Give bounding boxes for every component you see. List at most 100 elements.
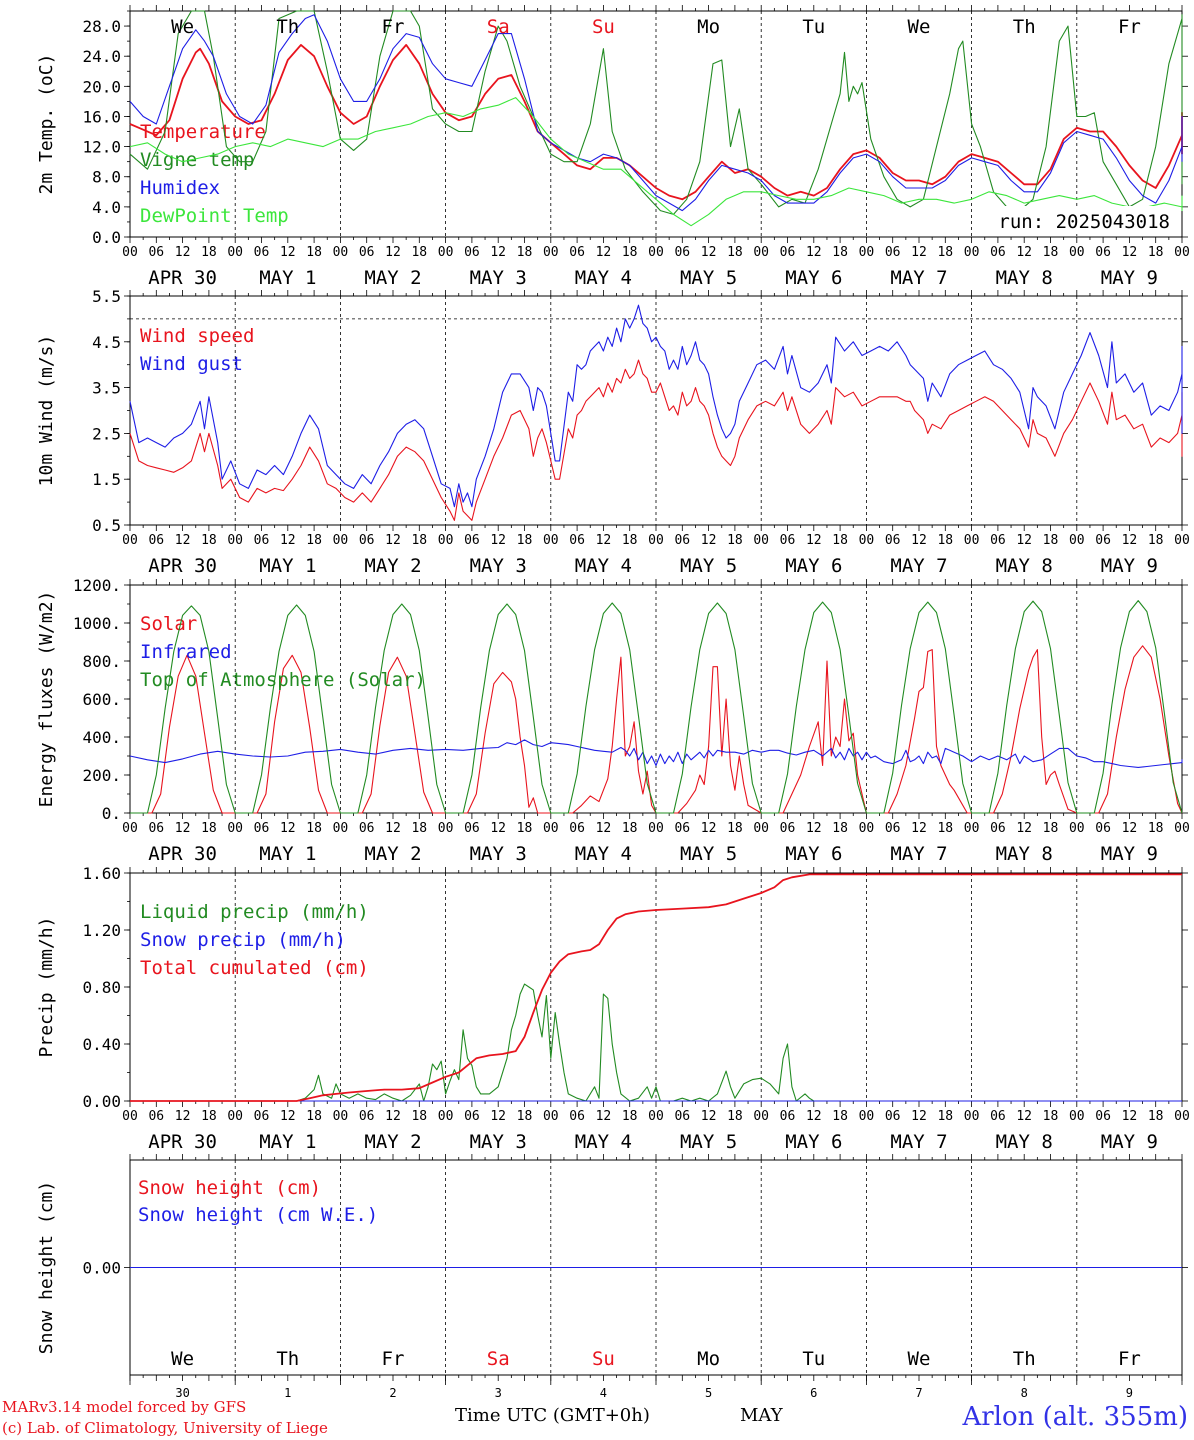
- model-credit: MARv3.14 model forced by GFS: [2, 1398, 247, 1416]
- panel-precip-hour-label: 00: [1069, 1109, 1085, 1124]
- panel-energy-hour-label: 18: [622, 821, 638, 836]
- panel-precip-y-tick-label: 0.00: [82, 1092, 121, 1111]
- bottom-day-number: 2: [389, 1386, 396, 1400]
- panel-energy-hour-label: 18: [1043, 821, 1059, 836]
- panel-precip-hour-label: 12: [911, 1109, 927, 1124]
- top-day-name: Mo: [697, 16, 720, 38]
- panel-energy-legend-entry: Solar: [140, 613, 197, 635]
- panel-precip-y-tick-label: 1.60: [82, 864, 121, 883]
- top-day-name: Fr: [382, 16, 405, 38]
- panel-wind-legend-entry: Wind speed: [140, 325, 254, 347]
- panel-wind-hour-label: 06: [990, 533, 1006, 548]
- panel-energy-date-label: MAY 8: [996, 843, 1053, 865]
- panel-wind-y-tick-label: 0.5: [92, 516, 121, 535]
- panel-precip-hour-label: 18: [1043, 1109, 1059, 1124]
- panel-wind-date-label: MAY 2: [364, 555, 421, 577]
- panel-precip-hour-label: 12: [701, 1109, 717, 1124]
- panel-energy-hour-label: 06: [780, 821, 796, 836]
- panel-precip-legend-entry: Snow precip (mm/h): [140, 929, 346, 951]
- panel-wind-hour-label: 12: [1016, 533, 1032, 548]
- panel-temp-hour-label: 12: [175, 245, 191, 260]
- panel-temp-date-label: MAY 1: [259, 267, 316, 289]
- panel-energy-hour-label: 00: [438, 821, 454, 836]
- panel-precip-hour-label: 00: [543, 1109, 559, 1124]
- panel-precip-date-label: MAY 1: [259, 1131, 316, 1153]
- panel-precip-hour-label: 12: [1016, 1109, 1032, 1124]
- panel-temp-hour-label: 06: [990, 245, 1006, 260]
- bottom-day-name: Sa: [487, 1348, 510, 1370]
- panel-energy-hour-label: 00: [648, 821, 664, 836]
- panel-temp-hour-label: 12: [911, 245, 927, 260]
- panel-wind-y-tick-label: 2.5: [92, 424, 121, 443]
- month-label: MAY: [740, 1405, 783, 1426]
- panel-energy-series-solar: [130, 645, 1183, 814]
- panel-energy-hour-label: 18: [411, 821, 427, 836]
- panel-temp-hour-label: 06: [359, 245, 375, 260]
- panel-temp-hour-label: 18: [937, 245, 953, 260]
- panel-wind-hour-label: 18: [411, 533, 427, 548]
- panel-energy-hour-label: 06: [990, 821, 1006, 836]
- panel-wind-hour-label: 18: [1148, 533, 1164, 548]
- panel-energy-hour-label: 00: [1069, 821, 1085, 836]
- panel-wind-hour-label: 06: [674, 533, 690, 548]
- panel-wind-hour-label: 00: [543, 533, 559, 548]
- panel-wind-hour-label: 18: [832, 533, 848, 548]
- panel-precip-legend-entry: Liquid precip (mm/h): [140, 901, 369, 923]
- bottom-day-number: 5: [705, 1386, 712, 1400]
- bottom-day-name: Th: [276, 1348, 299, 1370]
- bottom-day-number: 6: [810, 1386, 817, 1400]
- panel-temp-y-tick-label: 12.0: [82, 138, 121, 157]
- panel-wind-hour-label: 18: [622, 533, 638, 548]
- panel-wind-hour-label: 00: [859, 533, 875, 548]
- panel-energy-hour-label: 06: [148, 821, 164, 836]
- panel-wind-date-label: MAY 4: [575, 555, 632, 577]
- panel-precip-hour-label: 12: [1122, 1109, 1138, 1124]
- panel-energy-hour-label: 12: [1122, 821, 1138, 836]
- panel-temp-hour-label: 00: [543, 245, 559, 260]
- panel-wind-hour-label: 12: [490, 533, 506, 548]
- panel-energy-date-label: MAY 6: [785, 843, 842, 865]
- panel-temp-hour-label: 18: [1043, 245, 1059, 260]
- panel-temp-hour-label: 06: [464, 245, 480, 260]
- panel-energy-hour-label: 18: [937, 821, 953, 836]
- panel-energy-y-tick-label: 1200.: [73, 576, 121, 595]
- panel-temp-date-label: MAY 2: [364, 267, 421, 289]
- panel-wind-date-label: MAY 5: [680, 555, 737, 577]
- panel-precip-date-label: MAY 3: [470, 1131, 527, 1153]
- panel-energy-hour-label: 06: [464, 821, 480, 836]
- panel-precip-hour-label: 00: [753, 1109, 769, 1124]
- panel-temp-legend-entry: Temperature: [140, 121, 266, 143]
- panel-precip-y-axis-label: Precip (mm/h): [36, 917, 57, 1058]
- top-day-name: Th: [276, 16, 299, 38]
- panel-wind-hour-label: 06: [254, 533, 270, 548]
- panel-precip-hour-label: 12: [596, 1109, 612, 1124]
- panel-temp-date-label: MAY 4: [575, 267, 632, 289]
- bottom-day-number: 30: [175, 1386, 189, 1400]
- panel-precip-series-liquid-precip-mm-h: [130, 983, 1182, 1102]
- panel-temp-y-tick-label: 16.0: [82, 107, 121, 126]
- panel-temp-hour-label: 12: [385, 245, 401, 260]
- panel-energy-hour-label: 00: [333, 821, 349, 836]
- panel-energy-y-tick-label: 0.: [102, 804, 121, 823]
- copyright-credit: (c) Lab. of Climatology, University of L…: [2, 1419, 328, 1437]
- panel-temp-hour-label: 18: [622, 245, 638, 260]
- panel-energy-hour-label: 00: [859, 821, 875, 836]
- panel-precip-hour-label: 06: [148, 1109, 164, 1124]
- panel-wind-date-label: MAY 8: [996, 555, 1053, 577]
- panel-wind-legend-entry: Wind gust: [140, 353, 243, 375]
- panel-wind-hour-label: 12: [701, 533, 717, 548]
- panel-precip-date-label: MAY 5: [680, 1131, 737, 1153]
- panel-temp-date-label: APR 30: [148, 267, 217, 289]
- panel-wind-hour-label: 18: [937, 533, 953, 548]
- panel-precip-hour-label: 00: [648, 1109, 664, 1124]
- panel-energy-hour-label: 06: [674, 821, 690, 836]
- panel-wind-hour-label: 12: [911, 533, 927, 548]
- panel-precip-date-label: MAY 7: [890, 1131, 947, 1153]
- panel-precip-date-label: MAY 6: [785, 1131, 842, 1153]
- panel-energy-hour-label: 12: [280, 821, 296, 836]
- panel-temp-hour-label: 18: [727, 245, 743, 260]
- panel-precip-hour-label: 18: [1148, 1109, 1164, 1124]
- top-day-name: Su: [592, 16, 615, 38]
- top-day-name: Fr: [1118, 16, 1141, 38]
